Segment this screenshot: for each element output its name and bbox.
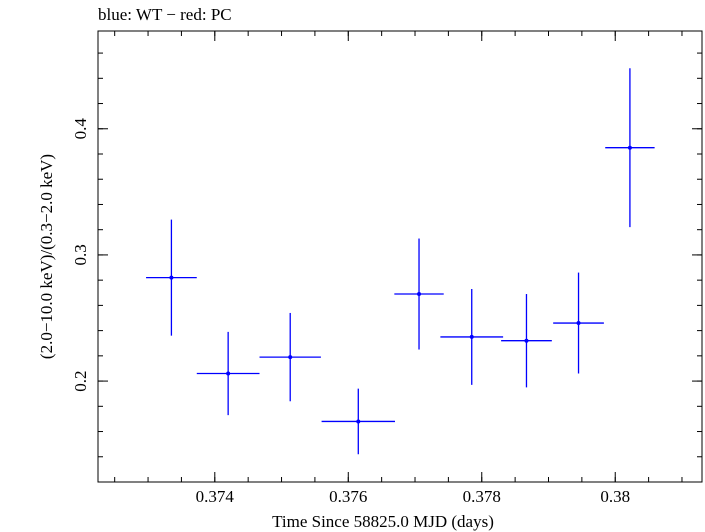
x-tick-label: 0.376 bbox=[329, 487, 367, 506]
x-tick-label: 0.374 bbox=[196, 487, 235, 506]
data-point bbox=[356, 419, 361, 424]
data-point bbox=[226, 371, 231, 376]
data-point bbox=[417, 292, 422, 297]
x-axis-label: Time Since 58825.0 MJD (days) bbox=[272, 512, 494, 531]
x-tick-label: 0.38 bbox=[600, 487, 630, 506]
data-point bbox=[627, 145, 632, 150]
data-point bbox=[469, 334, 474, 339]
x-tick-label: 0.378 bbox=[463, 487, 501, 506]
y-tick-label: 0.4 bbox=[71, 118, 90, 140]
y-tick-label: 0.3 bbox=[71, 244, 90, 265]
data-point bbox=[288, 355, 293, 360]
y-tick-label: 0.2 bbox=[71, 370, 90, 391]
plot-frame bbox=[97, 30, 703, 483]
data-point bbox=[524, 338, 529, 343]
chart-title: blue: WT − red: PC bbox=[98, 5, 232, 24]
data-point bbox=[576, 321, 581, 326]
y-axis-label: (2.0−10.0 keV)/(0.3−2.0 keV) bbox=[37, 154, 56, 359]
data-point bbox=[169, 275, 174, 280]
